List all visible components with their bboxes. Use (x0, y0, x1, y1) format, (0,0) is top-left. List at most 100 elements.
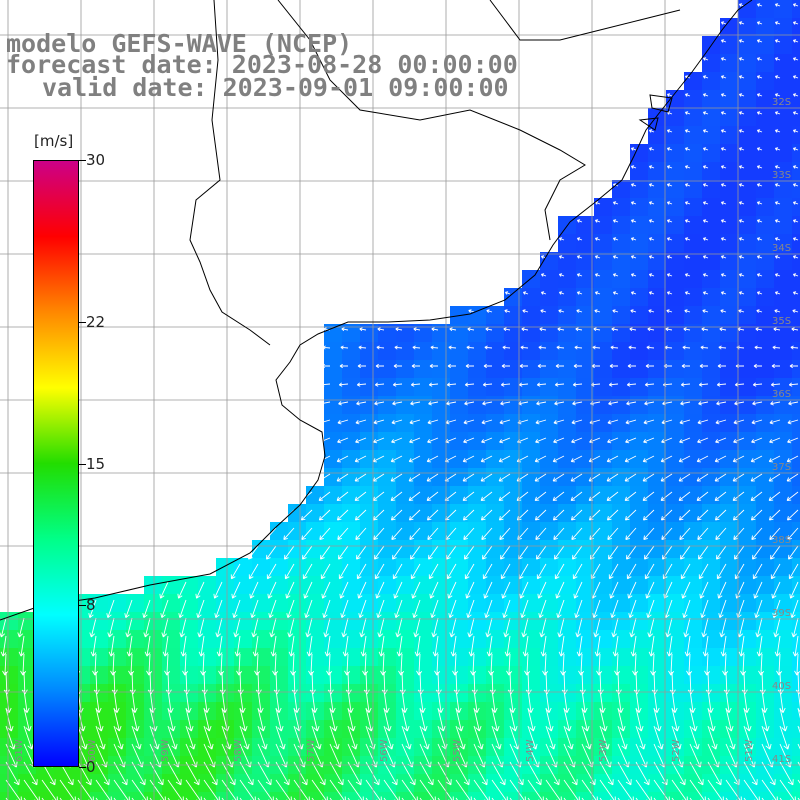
wind-arrow (697, 527, 709, 541)
wind-arrow (752, 382, 763, 387)
wind-cell (756, 486, 775, 505)
wind-arrow (77, 725, 88, 750)
wind-arrow (419, 779, 436, 800)
wind-cell (702, 234, 721, 253)
wind-arrow (756, 39, 763, 43)
wind-cell (756, 288, 775, 307)
wind-cell (468, 738, 487, 757)
wind-arrow (557, 327, 565, 332)
wind-cell (702, 540, 721, 559)
wind-arrow (538, 345, 547, 350)
wind-cell (666, 108, 685, 127)
wind-arrow (113, 725, 124, 750)
wind-arrow (95, 761, 110, 786)
wind-arrow (177, 581, 187, 599)
colorbar-tick-mark (79, 605, 86, 607)
wind-arrow (700, 599, 709, 619)
wind-arrow (624, 491, 637, 501)
wind-arrow (354, 509, 367, 521)
wind-cell (450, 558, 469, 577)
wind-arrow (552, 509, 565, 521)
wind-arrow (609, 581, 619, 599)
wind-arrow (318, 509, 331, 521)
wind-cell (594, 666, 613, 685)
wind-arrow (774, 111, 781, 115)
wind-arrow (702, 273, 709, 277)
wind-cell (324, 774, 343, 793)
wind-cell (648, 414, 667, 433)
wind-cell (792, 216, 800, 235)
wind-cell (576, 738, 595, 757)
wind-arrow (449, 617, 457, 638)
wind-cell (342, 432, 361, 451)
wind-arrow (338, 563, 349, 580)
wind-cell (540, 450, 559, 469)
wind-cell (252, 738, 271, 757)
wind-cell (378, 324, 397, 343)
wind-arrow (738, 75, 745, 79)
wind-cell (162, 666, 181, 685)
wind-arrow (629, 617, 637, 638)
wind-arrow (588, 491, 601, 501)
wind-cell (576, 270, 595, 289)
wind-cell (666, 738, 685, 757)
wind-cell (360, 558, 379, 577)
wind-cell (198, 576, 217, 595)
wind-cell (450, 360, 469, 379)
wind-cell (396, 468, 415, 487)
wind-arrow (570, 491, 583, 501)
wind-cell (396, 612, 415, 631)
wind-cell (360, 432, 379, 451)
wind-cell (612, 450, 631, 469)
wind-cell (792, 144, 800, 163)
wind-cell (342, 648, 361, 667)
wind-cell (0, 648, 19, 667)
wind-arrow (720, 75, 727, 79)
wind-cell (738, 342, 757, 361)
wind-cell (684, 270, 703, 289)
wind-cell (216, 612, 235, 631)
wind-cell (540, 648, 559, 667)
wind-cell (594, 378, 613, 397)
wind-arrow (792, 291, 799, 295)
wind-arrow (648, 129, 655, 133)
wind-cell (342, 486, 361, 505)
wind-cell (486, 306, 505, 325)
wind-cell (594, 360, 613, 379)
wind-cell (432, 450, 451, 469)
wind-arrow (390, 509, 403, 521)
wind-cell (378, 540, 397, 559)
wind-cell (504, 522, 523, 541)
wind-arrow (484, 345, 493, 350)
wind-cell (630, 576, 649, 595)
wind-arrow (738, 219, 745, 223)
wind-cell (648, 378, 667, 397)
wind-arrow (700, 345, 709, 350)
wind-arrow (131, 707, 140, 732)
wind-arrow (666, 147, 673, 151)
wind-cell (468, 774, 487, 793)
wind-cell (216, 792, 235, 800)
wind-arrow (467, 617, 475, 638)
wind-cell (720, 54, 739, 73)
wind-cell (126, 666, 145, 685)
wind-cell (360, 666, 379, 685)
wind-arrow (696, 491, 709, 501)
wind-arrow (482, 401, 493, 406)
wind-arrow (630, 255, 637, 259)
wind-arrow (517, 527, 529, 541)
wind-cell (648, 306, 667, 325)
wind-arrow (275, 779, 292, 800)
wind-cell (0, 792, 19, 800)
wind-cell (756, 180, 775, 199)
wind-cell (36, 774, 55, 793)
wind-cell (342, 684, 361, 703)
wind-cell (126, 738, 145, 757)
wind-cell (450, 774, 469, 793)
wind-arrow (752, 563, 763, 580)
wind-arrow (59, 779, 76, 800)
wind-cell (774, 648, 793, 667)
wind-arrow (612, 237, 619, 241)
wind-cell (612, 252, 631, 271)
wind-arrow (791, 617, 799, 638)
